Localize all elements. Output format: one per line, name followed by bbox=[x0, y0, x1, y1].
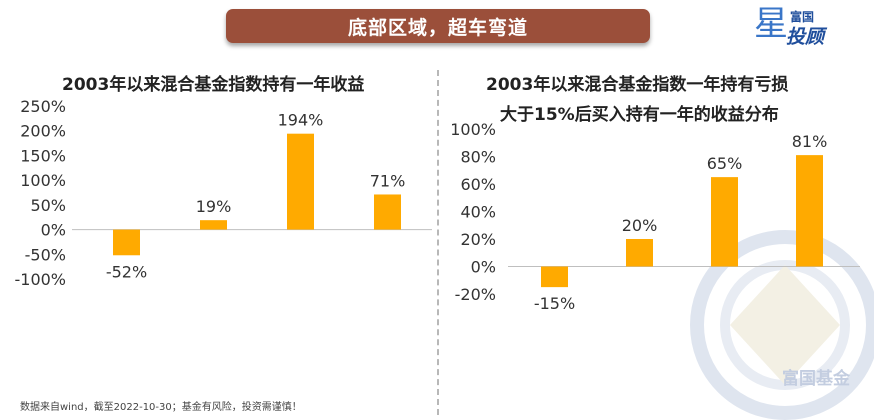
left-ytick-label: 100% bbox=[20, 171, 66, 190]
left-bar bbox=[113, 229, 140, 256]
right-ytick-label: 40% bbox=[460, 203, 496, 222]
right-bar-data-label: 81% bbox=[792, 132, 828, 151]
right-ytick-label: 100% bbox=[450, 120, 496, 139]
right-ytick-label: 80% bbox=[460, 148, 496, 167]
left-bar bbox=[287, 133, 314, 230]
right-bar-data-label: 20% bbox=[622, 216, 658, 235]
watermark-text: 富国基金 bbox=[782, 369, 850, 389]
left-ytick-label: -50% bbox=[25, 245, 66, 264]
right-bar bbox=[626, 239, 653, 267]
right-ytick-label: 20% bbox=[460, 230, 496, 249]
left-ytick-label: 200% bbox=[20, 122, 66, 141]
page-title: 底部区域，超车弯道 bbox=[347, 16, 528, 39]
right-ytick-label: 60% bbox=[460, 175, 496, 194]
left-bar bbox=[374, 194, 401, 230]
right-bar bbox=[796, 155, 823, 267]
footnote: 数据来自wind，截至2022-10-30；基金有风险，投资需谨慎！ bbox=[20, 402, 302, 413]
left-ytick-label: -100% bbox=[14, 270, 66, 289]
left-bar-data-label: 194% bbox=[278, 111, 324, 130]
left-bar-data-label: -52% bbox=[106, 262, 147, 281]
right-bar-data-label: 65% bbox=[707, 154, 743, 173]
right-bar-chart: -20% 0% 20% 40% 60% 80% 100% -15% 20% 65% 81% bbox=[450, 120, 860, 313]
right-bar bbox=[711, 177, 738, 267]
star-logo-icon: 星 bbox=[754, 4, 788, 44]
right-chart-title: 2003年以来混合基金指数一年持有亏损 bbox=[486, 75, 789, 95]
right-ytick-label: -20% bbox=[455, 285, 496, 304]
left-chart-title: 2003年以来混合基金指数持有一年收益 bbox=[62, 75, 365, 95]
right-chart-subtitle: 大于15%后买入持有一年的收益分布 bbox=[500, 105, 779, 125]
brand-logo: 星 富国 投顾 bbox=[742, 4, 862, 50]
right-bar-data-label: -15% bbox=[534, 294, 575, 313]
right-bar bbox=[541, 266, 568, 288]
logo-line-2: 投顾 bbox=[786, 26, 825, 48]
left-bar-data-label: 71% bbox=[370, 171, 406, 190]
left-bar-chart: -100% -50% 0% 50% 100% 150% 200% 250% -52% 19% 194… bbox=[14, 97, 432, 289]
page-title-banner: 底部区域，超车弯道 bbox=[226, 9, 650, 43]
left-ytick-label: 150% bbox=[20, 146, 66, 165]
left-ytick-label: 50% bbox=[30, 196, 66, 215]
logo-line-1: 富国 bbox=[790, 10, 815, 24]
left-ytick-label: 250% bbox=[20, 97, 66, 116]
watermark-emblem-icon bbox=[690, 230, 874, 420]
left-bar-data-label: 19% bbox=[196, 197, 232, 216]
chart-divider bbox=[437, 70, 439, 415]
left-ytick-label: 0% bbox=[41, 221, 66, 240]
left-bar bbox=[200, 220, 227, 230]
right-ytick-label: 0% bbox=[471, 258, 496, 277]
